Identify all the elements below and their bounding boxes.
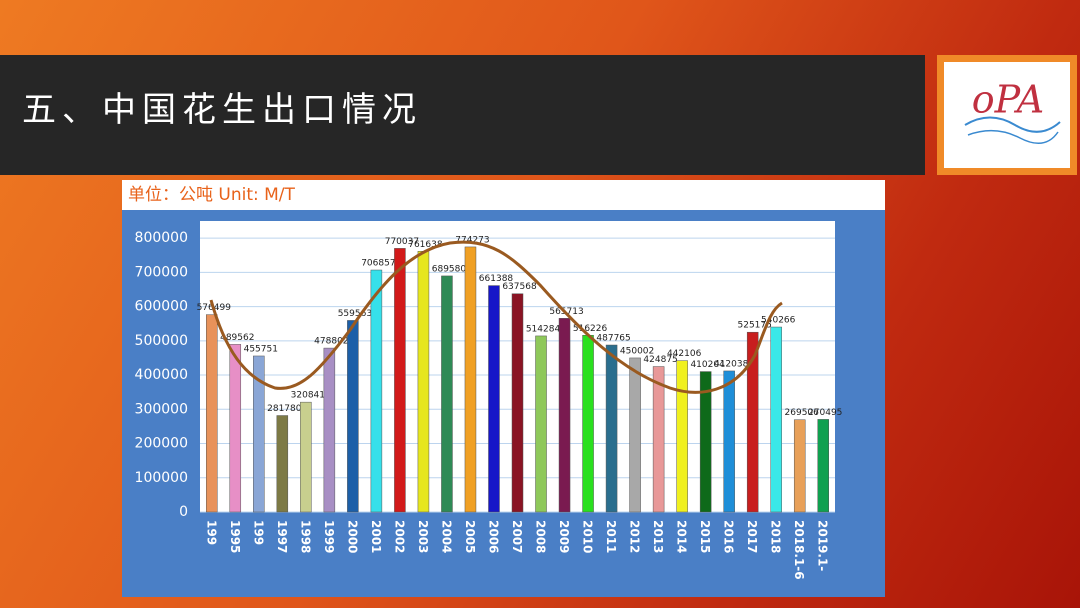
logo-bg [944,62,1070,168]
y-tick-label: 400000 [135,367,188,383]
value-label: 269506 [785,408,820,418]
logo-wave [967,129,1059,144]
value-label: 761638 [408,240,443,250]
value-label: 424875 [643,355,677,365]
bar [582,335,594,513]
bar [441,275,453,513]
y-tick-label: 100000 [135,470,188,486]
bar [511,293,524,513]
y-tick-label: 300000 [135,401,188,417]
value-label: 689580 [432,264,467,274]
y-tick-label: 600000 [135,299,188,315]
x-tick-label: 2019.1- [816,520,830,571]
x-tick-label: 2000 [345,520,359,553]
x-tick-label: 2006 [486,520,500,553]
value-label: 525175 [738,321,772,331]
x-tick-label: 2018.1-6 [792,520,806,580]
bar [817,419,829,513]
value-label: 320841 [291,391,325,401]
value-label: 442106 [667,349,702,359]
bar [676,360,688,513]
value-label: 770037 [385,237,419,247]
x-tick-label: 2008 [534,520,548,553]
x-tick-label: 2012 [628,520,642,553]
subtitle-strip [122,180,885,210]
y-tick-label: 700000 [135,264,188,280]
value-label: 455751 [244,344,278,354]
bar [276,415,289,513]
bar [535,335,547,513]
bar [370,269,383,513]
value-label: 514284 [526,324,561,334]
x-tick-label: 199 [251,520,265,545]
y-tick-label: 0 [179,504,188,520]
bar [770,326,782,513]
value-label: 487765 [596,334,630,344]
x-tick-label: 2014 [675,520,689,553]
chart-subtitle: 单位：公吨 Unit: M/T [128,185,296,205]
value-label: 489562 [220,333,254,343]
bar [699,371,712,513]
value-label: 774273 [455,235,489,245]
x-tick-label: 1999 [322,520,336,553]
x-tick-label: 2015 [698,520,712,553]
value-label: 706857 [361,259,395,269]
x-tick-label: 2005 [463,520,477,553]
bar [488,285,500,513]
bar [464,246,477,513]
y-tick-label: 200000 [135,436,188,452]
x-tick-label: 2017 [745,520,759,553]
y-tick-label: 500000 [135,333,188,349]
value-label: 410204 [690,360,725,370]
value-label: 412038 [714,359,749,369]
value-label: 450002 [620,346,654,356]
x-tick-label: 2011 [604,520,618,553]
x-tick-label: 2016 [722,520,736,553]
x-tick-label: 2002 [392,520,406,553]
bar [394,248,406,513]
x-tick-label: 2010 [581,520,595,553]
value-label: 270495 [808,408,842,418]
bar [558,318,571,513]
x-tick-label: 1998 [298,520,312,553]
value-label: 478802 [314,337,348,347]
bar [347,320,359,513]
value-label: 281780 [267,404,302,414]
bar [206,314,218,513]
bar [300,401,312,513]
bar [323,347,336,513]
x-tick-label: 2013 [651,520,665,553]
bar [417,251,430,513]
title-bar [0,55,925,175]
x-tick-label: 2003 [416,520,430,553]
value-label: 540266 [761,316,796,326]
x-tick-label: 2018 [769,520,783,553]
bar [229,344,242,513]
value-label: 559563 [338,309,372,319]
x-tick-label: 2001 [369,520,383,553]
x-tick-label: 2009 [557,520,571,553]
x-tick-label: 2004 [439,520,453,553]
bar [723,370,735,513]
slide-title: 五、中国花生出口情况 [22,90,422,130]
trend-curve [209,240,783,394]
x-tick-label: 1997 [275,520,289,553]
x-tick-label: 2007 [510,520,524,553]
bar [629,357,641,513]
value-label: 661388 [479,274,514,284]
y-tick-label: 800000 [135,230,188,246]
logo-text: oPA [972,78,1044,122]
bar [605,344,618,513]
bar [253,355,265,513]
logo-wave [964,116,1061,133]
x-tick-label: 1995 [228,520,242,553]
x-tick-label: 199 [204,520,218,545]
bar [746,331,759,513]
bar [793,419,806,513]
bar [652,366,665,513]
value-label: 516226 [573,324,608,334]
value-label: 637568 [502,282,537,292]
